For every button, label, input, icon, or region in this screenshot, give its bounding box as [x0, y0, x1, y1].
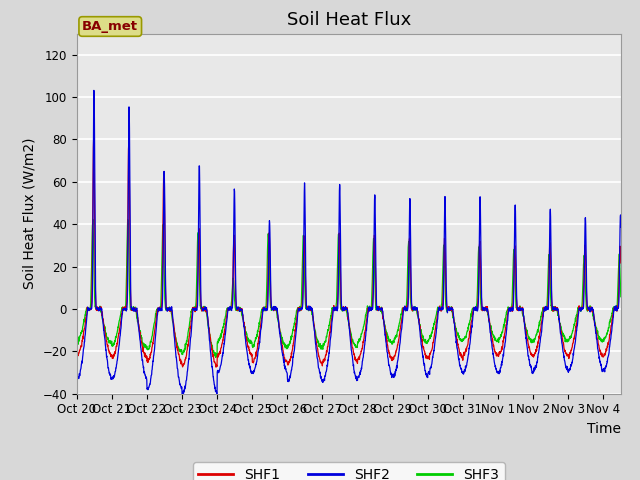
SHF2 [179, 393, 187, 398]
SHF2 [105, 369, 113, 374]
SHF3 [431, 319, 438, 325]
Line: SHF1: SHF1 [77, 140, 621, 367]
SHF1 [598, 354, 606, 360]
X-axis label: Time: Time [587, 422, 621, 436]
SHF1 [212, 364, 220, 370]
SHF2 [353, 376, 360, 382]
SHF3 [105, 340, 113, 346]
SHF3 [414, 314, 422, 320]
SHF3 [73, 341, 81, 347]
SHF2 [598, 369, 606, 374]
Text: BA_met: BA_met [82, 20, 138, 33]
SHF3 [212, 355, 220, 360]
SHF1 [534, 344, 541, 349]
SHF3 [617, 294, 625, 300]
SHF2 [534, 354, 541, 360]
SHF2 [90, 87, 98, 93]
SHF3 [534, 327, 541, 333]
SHF1 [105, 349, 113, 355]
SHF2 [617, 224, 625, 230]
SHF1 [414, 312, 422, 317]
SHF2 [431, 343, 438, 348]
SHF1 [353, 358, 360, 364]
SHF2 [73, 378, 81, 384]
SHF2 [414, 311, 422, 316]
SHF3 [598, 339, 606, 345]
Y-axis label: Soil Heat Flux (W/m2): Soil Heat Flux (W/m2) [23, 138, 36, 289]
Legend: SHF1, SHF2, SHF3: SHF1, SHF2, SHF3 [193, 462, 505, 480]
SHF1 [431, 331, 438, 337]
Title: Soil Heat Flux: Soil Heat Flux [287, 11, 411, 29]
Line: SHF2: SHF2 [77, 90, 621, 396]
Line: SHF3: SHF3 [77, 219, 621, 358]
SHF1 [90, 137, 97, 143]
SHF1 [617, 260, 625, 266]
SHF3 [89, 216, 97, 222]
SHF1 [73, 351, 81, 357]
SHF3 [353, 344, 360, 350]
